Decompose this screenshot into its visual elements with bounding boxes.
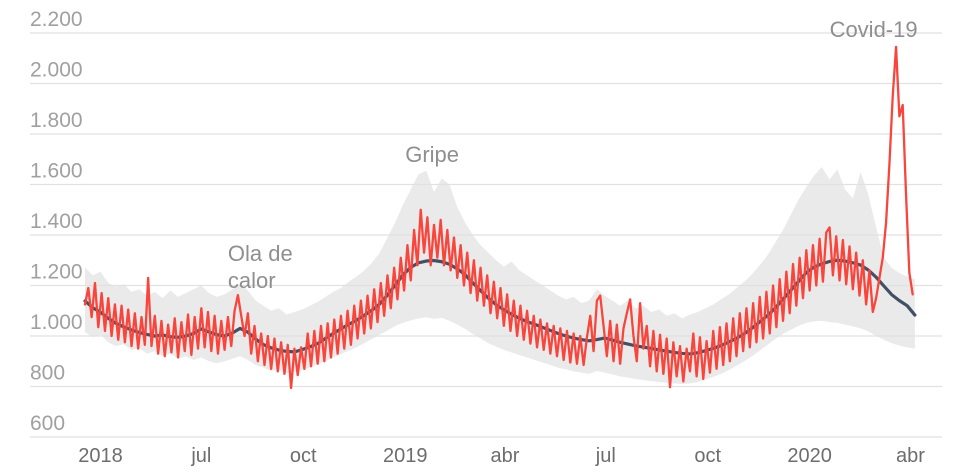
x-tick-label: jul (595, 445, 616, 467)
x-tick-label: 2018 (78, 445, 123, 467)
y-tick-label: 1.800 (30, 109, 83, 132)
y-tick-label: 1.200 (30, 261, 83, 284)
x-tick-label: oct (290, 445, 317, 467)
y-tick-label: 2.000 (30, 59, 83, 82)
y-tick-label: 1.600 (30, 160, 83, 183)
x-tick-label: jul (190, 445, 211, 467)
observed-line (83, 45, 914, 390)
y-tick-label: 800 (30, 362, 65, 385)
y-tick-label: 2.200 (30, 8, 83, 31)
x-tick-label: 2019 (383, 445, 428, 467)
y-tick-label: 1.400 (30, 210, 83, 233)
x-tick-label: 2020 (787, 445, 832, 467)
x-tick-label: oct (694, 445, 721, 467)
y-tick-label: 1.000 (30, 311, 83, 334)
confidence-band (85, 166, 915, 384)
x-tick-label: abr (896, 445, 925, 467)
annotation-gripe: Gripe (405, 142, 459, 167)
y-tick-label: 600 (30, 412, 65, 435)
annotation-covid-19: Covid-19 (830, 17, 918, 42)
annotation-ola-de-calor: calor (228, 268, 276, 293)
x-tick-label: abr (490, 445, 519, 467)
annotation-ola-de-calor: Ola de (228, 241, 293, 266)
